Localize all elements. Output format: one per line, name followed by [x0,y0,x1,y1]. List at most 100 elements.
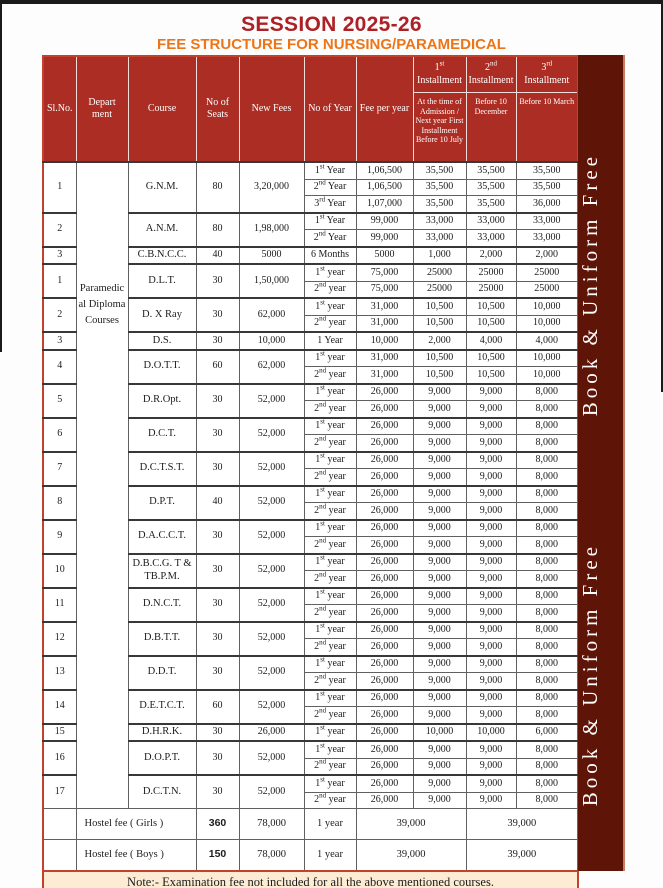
seats-cell: 30 [195,654,240,690]
installment-3-cell: 8,000 [515,757,579,776]
fee-per-year-cell: 26,000 [355,638,414,656]
course-name-cell: D. X Ray [127,297,197,333]
installment-2-cell: 9,000 [465,434,517,452]
installment-3-cell: 6,000 [515,722,579,742]
installment-3-cell: 8,000 [515,740,579,759]
page-right-border [661,0,663,392]
installment-1-cell: 9,000 [412,620,467,639]
course-name-cell: D.H.R.K. [127,722,197,742]
new-fees-cell: 52,000 [238,740,305,776]
seats-cell: 80 [195,161,240,213]
installment-2-cell: 33,000 [465,211,517,230]
installment-2-cell: 9,000 [465,586,517,605]
fee-per-year-cell: 26,000 [355,468,414,486]
year-label-cell: 2nd year [303,502,357,520]
seats-cell: 30 [195,382,240,418]
installment-1-cell: 9,000 [412,774,467,793]
installment-1-cell: 9,000 [412,688,467,707]
installment-1-cell: 10,500 [412,348,467,367]
sl-no-cell: 8 [42,484,77,520]
installment-3-cell: 8,000 [515,400,579,418]
fee-per-year-cell: 75,000 [355,280,414,299]
fee-row-nursing-gnm: 2nd Year 1,06,500 35,500 35,500 35,500 [43,178,579,196]
new-fees-cell: 78,000 [238,839,305,872]
installment-2-cell: 10,500 [465,348,517,367]
fee-row-paramedical-dropt: 5 D.R.Opt. 30 52,000 1st year 26,000 9,000 9,00… [42,382,579,418]
year-label-cell: 1st Year [303,161,357,180]
fee-per-year-cell: 1,07,000 [355,195,414,213]
installment-2-cell: 9,000 [465,400,517,418]
installment-1-cell: 9,000 [412,518,467,537]
fee-per-year-cell: 26,000 [355,518,414,537]
seats-cell: 30 [195,586,240,622]
new-fees-cell: 3,20,000 [238,161,305,213]
sl-no-cell: 16 [42,740,77,776]
sl-no-cell: 3 [42,331,77,350]
course-name-cell: D.P.T. [127,484,197,520]
fee-per-year-cell: 1,06,500 [355,161,414,180]
installment-3-cell: 8,000 [515,502,579,520]
new-fees-cell: 78,000 [238,808,305,840]
fee-per-year-cell: 26,000 [355,552,414,571]
sl-no-cell: 15 [42,722,77,742]
header-department: Depart ment [75,55,129,163]
fee-per-year-cell: 26,000 [355,434,414,452]
fee-per-year-cell: 26,000 [355,672,414,690]
fee-per-year-cell: 26,000 [355,484,414,503]
installment-2-cell: 9,000 [465,706,517,724]
seats-cell: 40 [195,245,240,265]
installment-2-cell: 9,000 [465,536,517,554]
installment-2-cell: 33,000 [465,229,517,247]
seats-cell: 30 [195,297,240,333]
installment-3-cell: 8,000 [515,672,579,690]
installment-3-cell: 8,000 [515,416,579,435]
new-fees-cell: 1,98,000 [238,211,305,247]
installment-3-cell: 8,000 [515,688,579,707]
installment-1-cell: 35,500 [412,178,467,196]
header-new-fees: New Fees [238,55,305,163]
fee-per-year-cell: 26,000 [355,502,414,520]
year-label-cell: 2nd year [303,638,357,656]
year-label-cell: 1st year [303,552,357,571]
year-label-cell: 1st year [303,774,357,793]
installment-2-cell: 9,000 [465,468,517,486]
new-fees-cell: 62,000 [238,348,305,384]
installment-3-cell: 33,000 [515,211,579,230]
sl-no-cell: 10 [42,552,77,588]
installment-2-cell: 10,000 [465,722,517,742]
year-label-cell: 1st year [303,416,357,435]
fee-row-paramedical-detct: 2nd year 26,000 9,000 9,000 8,000 [43,706,579,724]
installment-3-cell: 25000 [515,280,579,299]
fee-row-paramedical-dott: 2nd year 31,000 10,500 10,500 10,000 [43,366,579,384]
installment-2-cell: 9,000 [465,518,517,537]
year-label-cell: 1st year [303,263,357,282]
fee-row-paramedical-dropt: 2nd year 26,000 9,000 9,000 8,000 [43,400,579,418]
year-label-cell: 6 Months [303,245,357,265]
header-fee-per-year: Fee per year [355,55,414,163]
fee-row-paramedical-dopt: 2nd year 26,000 9,000 9,000 8,000 [43,757,579,776]
installment-2-cell: 9,000 [465,791,517,809]
installment-3-cell: 35,500 [515,161,579,180]
fee-per-year-cell: 26,000 [355,570,414,588]
year-label-cell: 2nd year [303,536,357,554]
hostel-amount-cell-a: 39,000 [355,808,467,840]
installment-3-cell: 8,000 [515,638,579,656]
fee-per-year-cell: 26,000 [355,706,414,724]
installment-1-cell: 9,000 [412,382,467,401]
installment-3-cell: 10,000 [515,366,579,384]
installment-3-cell: 8,000 [515,536,579,554]
year-label-cell: 1st year [303,348,357,367]
course-name-cell: D.B.T.T. [127,620,197,656]
header-installment-2-subtext: Before 10 December [465,92,517,163]
seats-cell: 30 [195,774,240,809]
seats-cell: 40 [195,484,240,520]
seats-cell: 360 [195,808,240,840]
header-no-of-year: No of Year [303,55,357,163]
sl-no-cell [42,839,77,872]
fee-row-nursing-gnm: 3rd Year 1,07,000 35,500 35,500 36,000 [43,195,579,213]
year-label-cell: 1st year [303,740,357,759]
year-label-cell: 2nd year [303,604,357,622]
fee-row-nursing-anm: 2nd Year 99,000 33,000 33,000 33,000 [43,229,579,247]
banner-text-bottom: Book & Uniform Free [578,543,602,807]
sl-no-cell: 14 [42,688,77,724]
